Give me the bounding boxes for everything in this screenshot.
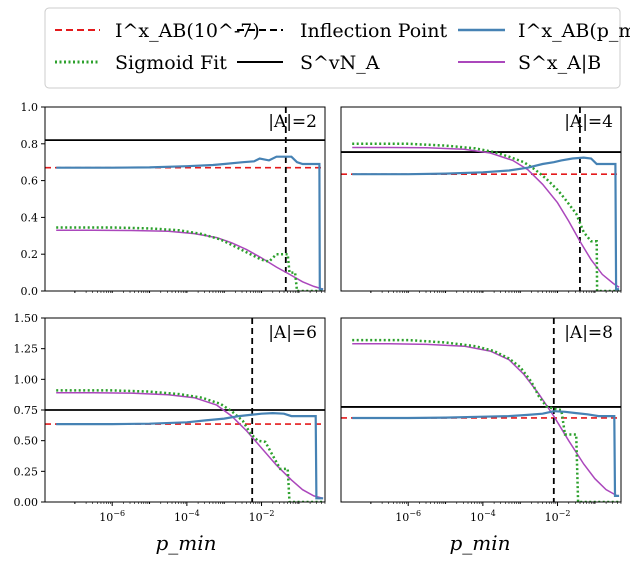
iab-curve xyxy=(352,156,620,291)
y-tick-label: 0.00 xyxy=(14,496,39,509)
y-tick-label: 0.2 xyxy=(21,248,39,261)
y-tick-label: 1.25 xyxy=(14,343,39,356)
sab-curve xyxy=(56,392,324,500)
panel-frame xyxy=(340,317,622,503)
x-axis-label-left: p_min xyxy=(155,531,216,555)
x-tick-label: 10−4 xyxy=(470,509,496,524)
plot-area xyxy=(45,318,325,502)
sigmoid-curve xyxy=(56,389,324,502)
legend-label-inflection: Inflection Point xyxy=(300,20,447,42)
panels: 0.0 0.2 0.4 0.6 0.8 1.0 |A|=2 |A|=4 0.00 0.25 0.50… xyxy=(14,101,622,524)
panel-label: |A|=8 xyxy=(564,323,613,343)
plot-area xyxy=(341,318,621,502)
y-tick-label: 1.00 xyxy=(14,373,39,386)
legend-label-svn: S^vN_A xyxy=(300,52,380,74)
sab-curve xyxy=(352,146,620,288)
iab-curve xyxy=(56,155,324,291)
y-tick-label: 1.50 xyxy=(14,312,39,325)
panel-4: 10−6 10−4 10−2 |A|=8 xyxy=(340,317,622,524)
y-tick-label: 0.4 xyxy=(21,211,39,224)
legend-label-sigmoid: Sigmoid Fit xyxy=(115,52,227,74)
x-tick-label: 10−6 xyxy=(99,509,125,524)
y-tick-label: 0.25 xyxy=(14,465,39,478)
plot-area xyxy=(341,107,621,291)
y-tick-label: 0.0 xyxy=(21,285,39,298)
y-tick-label: 0.75 xyxy=(14,404,39,417)
panel-2: |A|=4 xyxy=(340,106,622,293)
sigmoid-curve xyxy=(352,338,620,502)
sab-curve xyxy=(56,229,324,290)
x-tick-label: 10−2 xyxy=(545,509,571,524)
iab-curve xyxy=(352,410,620,497)
panel-label: |A|=4 xyxy=(564,112,613,132)
sigmoid-curve xyxy=(56,226,324,291)
y-tick-label: 1.0 xyxy=(21,101,39,114)
x-tick-label: 10−4 xyxy=(174,509,200,524)
y-tick-label: 0.6 xyxy=(21,175,39,188)
y-tick-label: 0.8 xyxy=(21,138,39,151)
panel-frame xyxy=(44,106,326,292)
plot-area xyxy=(45,107,325,291)
x-tick-label: 10−2 xyxy=(249,509,275,524)
panel-1: 0.0 0.2 0.4 0.6 0.8 1.0 |A|=2 xyxy=(21,101,326,298)
legend-label-sab: S^x_A|B xyxy=(518,52,601,74)
panel-label: |A|=6 xyxy=(268,323,317,343)
panel-frame xyxy=(340,106,622,292)
legend-frame xyxy=(44,7,621,89)
panel-label: |A|=2 xyxy=(268,112,317,132)
legend-label-iab-ref: I^x_AB(10^-7) xyxy=(115,20,260,42)
y-tick-label: 0.50 xyxy=(14,435,39,448)
iab-curve xyxy=(56,411,324,500)
panel-3: 0.00 0.25 0.50 0.75 1.00 1.25 1.50 10−6 10−4 10−2… xyxy=(14,312,326,524)
legend-label-iab-pmin: I^x_AB(p_min) xyxy=(518,20,630,42)
x-tick-label: 10−6 xyxy=(395,509,421,524)
x-axis-label-right: p_min xyxy=(449,531,510,555)
sigmoid-curve xyxy=(352,142,620,291)
legend: I^x_AB(10^-7) Sigmoid Fit Inflection Poi… xyxy=(44,7,630,89)
